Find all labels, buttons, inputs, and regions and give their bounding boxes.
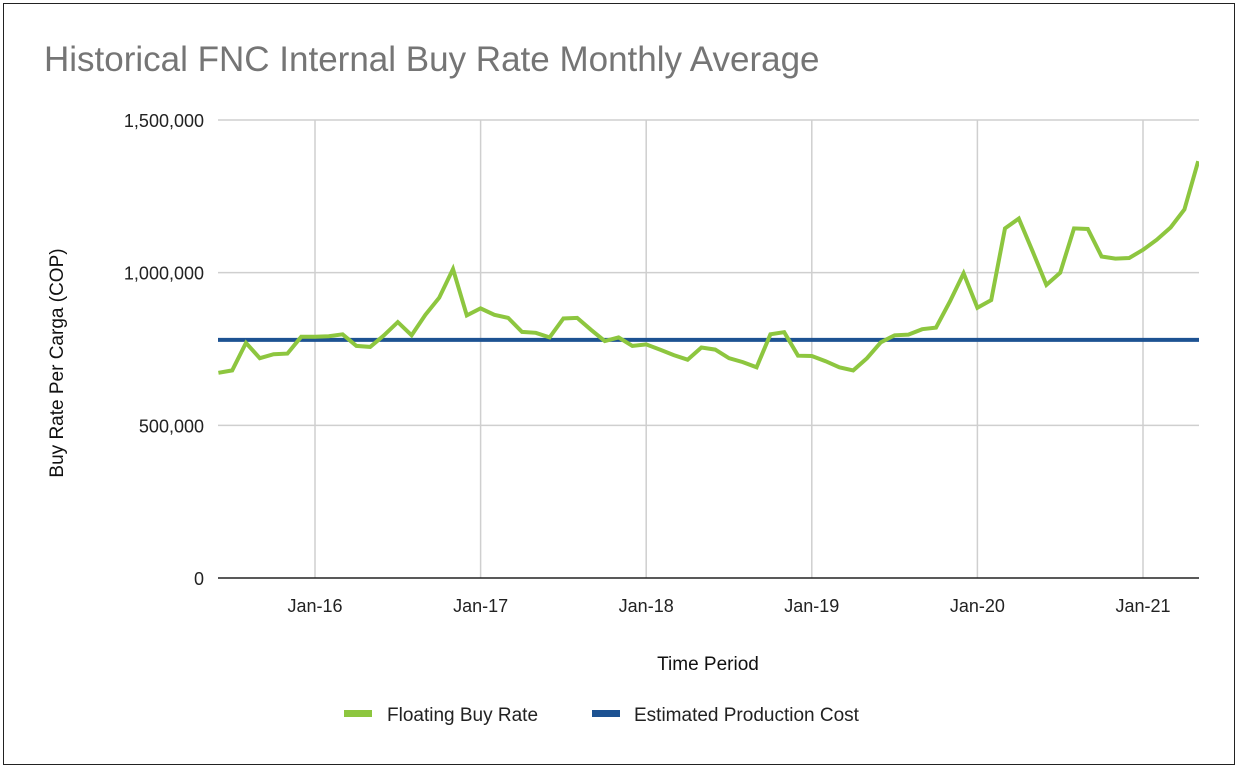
x-tick-label: Jan-18: [619, 596, 674, 616]
x-tick-label: Jan-16: [287, 596, 342, 616]
legend-label-estimated-production-cost: Estimated Production Cost: [634, 705, 860, 726]
legend-swatch-floating-buy-rate: [344, 710, 372, 717]
x-tick-label: Jan-21: [1115, 596, 1170, 616]
series-lines: [218, 160, 1199, 375]
y-tick-label: 500,000: [139, 416, 204, 436]
x-tick-label: Jan-19: [784, 596, 839, 616]
y-tick-labels: 0 500,000 1,000,000 1,500,000: [124, 111, 204, 589]
gridlines: [218, 119, 1199, 578]
chart-title: Historical FNC Internal Buy Rate Monthly…: [44, 40, 820, 79]
series-line-floating-buy-rate: [218, 160, 1199, 375]
x-tick-label: Jan-20: [950, 596, 1005, 616]
y-tick-label: 0: [194, 569, 204, 589]
legend: Floating Buy Rate Estimated Production C…: [344, 705, 860, 726]
x-tick-labels: Jan-16 Jan-17 Jan-18 Jan-19 Jan-20 Jan-21: [287, 596, 1170, 616]
legend-swatch-estimated-production-cost: [592, 710, 620, 717]
y-axis-title: Buy Rate Per Carga (COP): [47, 248, 68, 477]
legend-label-floating-buy-rate: Floating Buy Rate: [387, 705, 538, 726]
chart-frame: [3, 3, 1235, 765]
x-axis-title: Time Period: [657, 654, 759, 675]
y-tick-label: 1,500,000: [124, 111, 204, 131]
y-tick-label: 1,000,000: [124, 264, 204, 284]
x-tick-label: Jan-17: [453, 596, 508, 616]
